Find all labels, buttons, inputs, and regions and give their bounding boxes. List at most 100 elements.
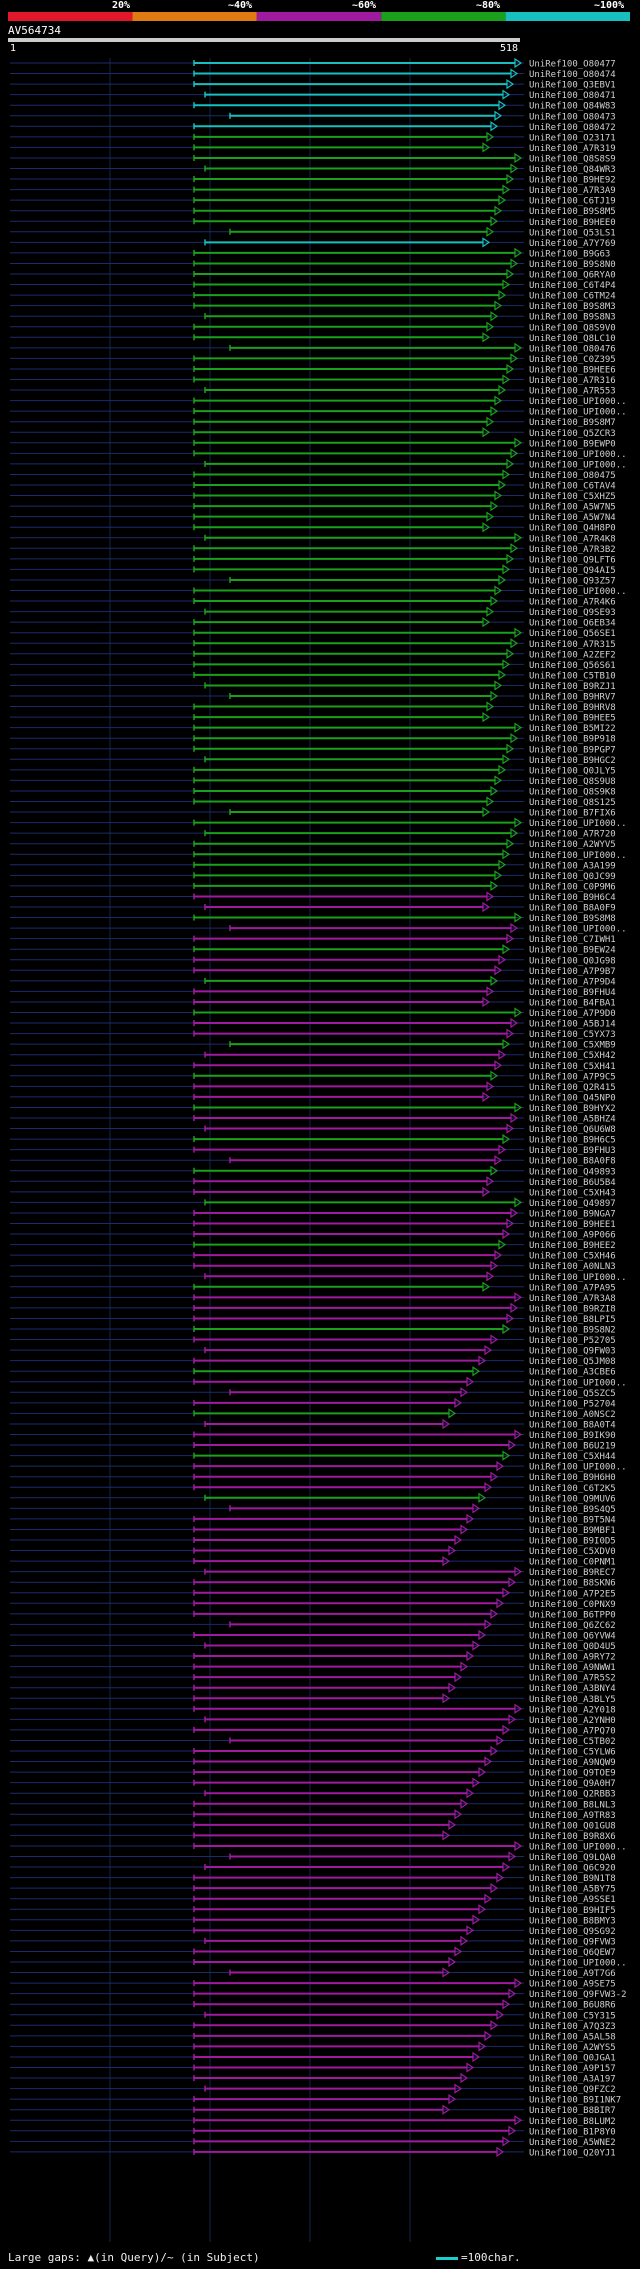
alignment-row[interactable]: UniRef100_A7R5S2: [10, 1672, 616, 1684]
alignment-row[interactable]: UniRef100_UPI000..: [10, 585, 627, 598]
hit-label[interactable]: UniRef100_Q0JC99: [529, 872, 616, 882]
alignment-row[interactable]: UniRef100_A5BHZ4: [10, 1112, 616, 1125]
alignment-row[interactable]: UniRef100_Q56SE1: [10, 627, 616, 640]
alignment-row[interactable]: UniRef100_UPI000..: [10, 448, 627, 460]
hit-label[interactable]: UniRef100_Q9LQA0: [529, 1853, 616, 1863]
alignment-row[interactable]: UniRef100_B8LPI5: [10, 1313, 616, 1325]
alignment-row[interactable]: UniRef100_A7R319: [10, 142, 616, 154]
alignment-row[interactable]: UniRef100_A9TR83: [10, 1809, 616, 1821]
alignment-row[interactable]: UniRef100_C5XHZ5: [10, 490, 616, 503]
hit-label[interactable]: UniRef100_Q8S9V0: [529, 323, 616, 333]
hit-label[interactable]: UniRef100_UPI000..: [529, 851, 627, 861]
alignment-row[interactable]: UniRef100_Q5ZCR3: [10, 427, 616, 439]
alignment-row[interactable]: UniRef100_Q9FZC2: [10, 2083, 616, 2096]
hit-label[interactable]: UniRef100_A3A199: [529, 861, 616, 871]
alignment-row[interactable]: UniRef100_A7Q3Z3: [10, 2020, 616, 2032]
alignment-row[interactable]: UniRef100_C0PNM1: [10, 1555, 616, 1568]
alignment-row[interactable]: UniRef100_O80475: [10, 469, 616, 481]
hit-label[interactable]: UniRef100_A3BNY4: [529, 1684, 616, 1694]
alignment-row[interactable]: UniRef100_A7R315: [10, 638, 616, 650]
alignment-row[interactable]: UniRef100_Q0JC99: [10, 870, 616, 882]
alignment-row[interactable]: UniRef100_P52704: [10, 1397, 616, 1410]
alignment-row[interactable]: UniRef100_B9HEE6: [10, 363, 616, 376]
hit-label[interactable]: UniRef100_B9S8M8: [529, 914, 616, 924]
hit-label[interactable]: UniRef100_Q49893: [529, 1167, 616, 1177]
alignment-row[interactable]: UniRef100_A9NQW9: [10, 1756, 616, 1769]
alignment-row[interactable]: UniRef100_Q9FVW3-2: [10, 1988, 627, 2001]
alignment-row[interactable]: UniRef100_Q9LQA0: [10, 1851, 616, 1864]
hit-label[interactable]: UniRef100_O80476: [529, 344, 616, 354]
hit-label[interactable]: UniRef100_B9I0D5: [529, 1537, 616, 1547]
hit-label[interactable]: UniRef100_Q0JLY5: [529, 766, 616, 776]
hit-label[interactable]: UniRef100_B4FBA1: [529, 998, 616, 1008]
hit-label[interactable]: UniRef100_A2WYS5: [529, 2043, 616, 2053]
hit-label[interactable]: UniRef100_Q93Z57: [529, 576, 616, 586]
hit-label[interactable]: UniRef100_Q9FVW3-2: [529, 1990, 627, 2000]
alignment-row[interactable]: UniRef100_UPI000..: [10, 1461, 627, 1473]
alignment-row[interactable]: UniRef100_UPI000..: [10, 1376, 627, 1389]
hit-label[interactable]: UniRef100_Q9LFT6: [529, 555, 616, 565]
alignment-row[interactable]: UniRef100_B8BMY3: [10, 1914, 616, 1927]
hit-label[interactable]: UniRef100_Q0JGA1: [529, 2053, 616, 2063]
alignment-row[interactable]: UniRef100_B9HEE1: [10, 1218, 616, 1231]
alignment-row[interactable]: UniRef100_C5XMB9: [10, 1039, 616, 1051]
alignment-row[interactable]: UniRef100_A9SE75: [10, 1977, 616, 1990]
hit-label[interactable]: UniRef100_O80471: [529, 91, 616, 101]
alignment-row[interactable]: UniRef100_B9MBF1: [10, 1524, 616, 1536]
hit-label[interactable]: UniRef100_B9HEE1: [529, 1220, 616, 1230]
alignment-row[interactable]: UniRef100_B9HGC2: [10, 754, 616, 766]
alignment-row[interactable]: UniRef100_C6TJ19: [10, 195, 616, 207]
hit-label[interactable]: UniRef100_B8A0T4: [529, 1420, 616, 1430]
alignment-row[interactable]: UniRef100_A0NLN3: [10, 1260, 616, 1273]
hit-label[interactable]: UniRef100_B9HRV7: [529, 693, 616, 703]
alignment-row[interactable]: UniRef100_B9HEE0: [10, 216, 616, 228]
hit-label[interactable]: UniRef100_B8SKN6: [529, 1579, 616, 1589]
hit-label[interactable]: UniRef100_B7FIX6: [529, 809, 616, 819]
alignment-row[interactable]: UniRef100_B9S8M5: [10, 205, 616, 218]
hit-label[interactable]: UniRef100_A5W7N5: [529, 503, 616, 513]
hit-label[interactable]: UniRef100_A2WYV5: [529, 840, 616, 850]
alignment-row[interactable]: UniRef100_Q5SZC5: [10, 1387, 616, 1399]
alignment-row[interactable]: UniRef100_UPI000..: [10, 458, 627, 471]
alignment-row[interactable]: UniRef100_C0Z395: [10, 353, 616, 365]
hit-label[interactable]: UniRef100_Q49897: [529, 1199, 616, 1209]
hit-label[interactable]: UniRef100_B9R8X6: [529, 1832, 616, 1842]
hit-label[interactable]: UniRef100_B9RZJ1: [529, 682, 616, 692]
hit-label[interactable]: UniRef100_A7R316: [529, 376, 616, 386]
alignment-row[interactable]: UniRef100_B8A0F8: [10, 1155, 616, 1167]
hit-label[interactable]: UniRef100_C0PNX9: [529, 1600, 616, 1610]
alignment-row[interactable]: UniRef100_A7P2E5: [10, 1587, 616, 1600]
alignment-row[interactable]: UniRef100_B9S8M3: [10, 300, 616, 313]
hit-label[interactable]: UniRef100_B8LNL3: [529, 1800, 616, 1810]
hit-label[interactable]: UniRef100_B9I1NK7: [529, 2096, 621, 2106]
alignment-row[interactable]: UniRef100_P52705: [10, 1334, 616, 1347]
hit-label[interactable]: UniRef100_Q9FVW3: [529, 1937, 616, 1947]
alignment-row[interactable]: UniRef100_Q2RBB3: [10, 1788, 616, 1800]
hit-label[interactable]: UniRef100_Q01GU8: [529, 1821, 616, 1831]
hit-label[interactable]: UniRef100_A7P9B7: [529, 967, 616, 977]
hit-label[interactable]: UniRef100_B9H6H0: [529, 1473, 616, 1483]
hit-label[interactable]: UniRef100_B9HIF5: [529, 1906, 616, 1916]
alignment-row[interactable]: UniRef100_O80477: [10, 57, 616, 70]
alignment-row[interactable]: UniRef100_Q45NP0: [10, 1091, 616, 1104]
hit-label[interactable]: UniRef100_B9HEE5: [529, 714, 616, 724]
alignment-row[interactable]: UniRef100_B8LUM2: [10, 2115, 616, 2127]
hit-label[interactable]: UniRef100_A7R5S2: [529, 1674, 616, 1684]
hit-label[interactable]: UniRef100_A7PA95: [529, 1283, 616, 1293]
alignment-row[interactable]: UniRef100_B8A0F9: [10, 901, 616, 914]
alignment-row[interactable]: UniRef100_C5TB10: [10, 669, 616, 682]
alignment-row[interactable]: UniRef100_Q8S9U8: [10, 775, 616, 787]
alignment-row[interactable]: UniRef100_C6TAV4: [10, 479, 616, 492]
alignment-row[interactable]: UniRef100_Q9SG92: [10, 1925, 616, 1937]
hit-label[interactable]: UniRef100_C6T4P4: [529, 281, 616, 291]
hit-label[interactable]: UniRef100_B9S8N3: [529, 313, 616, 323]
hit-label[interactable]: UniRef100_Q8S9U8: [529, 777, 616, 787]
hit-label[interactable]: UniRef100_B6U8R6: [529, 2001, 616, 2011]
hit-label[interactable]: UniRef100_B8BMY3: [529, 1916, 616, 1926]
alignment-row[interactable]: UniRef100_A5W7N5: [10, 500, 616, 513]
hit-label[interactable]: UniRef100_A9NWW1: [529, 1663, 616, 1673]
hit-label[interactable]: UniRef100_Q9FZC2: [529, 2085, 616, 2095]
hit-label[interactable]: UniRef100_B8A0F9: [529, 904, 616, 914]
hit-label[interactable]: UniRef100_C5TB02: [529, 1737, 616, 1747]
alignment-row[interactable]: UniRef100_Q4H8P0: [10, 522, 616, 534]
